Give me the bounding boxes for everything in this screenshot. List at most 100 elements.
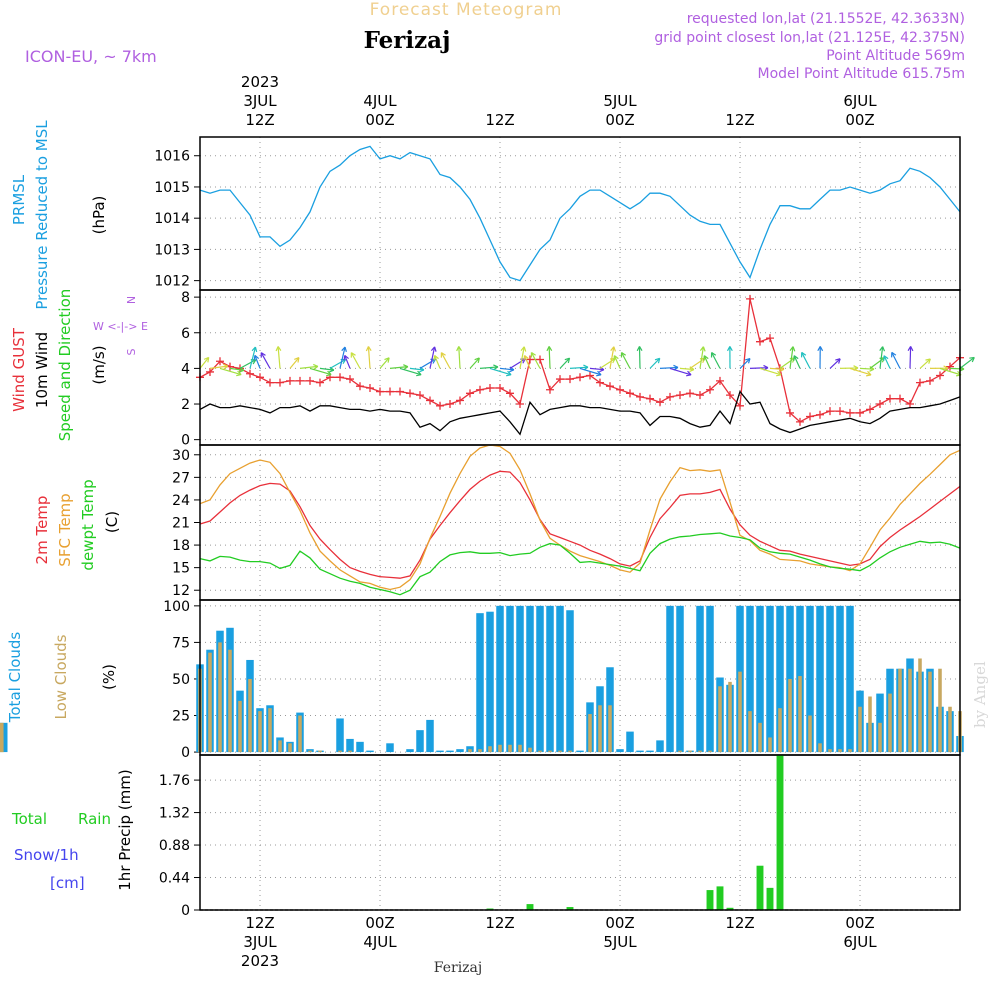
time-axis: 12Z3JUL202312Z3JUL202300Z4JUL00Z4JUL12Z1… — [241, 73, 877, 970]
y-tick-label: 1016 — [154, 149, 190, 165]
total-cloud-bar — [486, 611, 494, 753]
gust-marker — [396, 387, 404, 396]
total-cloud-bar — [696, 605, 704, 753]
gust-marker — [336, 373, 344, 382]
wind-arrow-head — [523, 355, 529, 361]
wind-arrow-head — [474, 357, 480, 363]
top-time-label: 12Z — [245, 111, 274, 129]
wind-arrow — [769, 367, 785, 370]
panel-wind: 0 2 4 6 8 — [181, 289, 975, 449]
total-cloud-bar — [306, 749, 314, 753]
y-tick-label: 0.88 — [159, 838, 190, 854]
wind-arrow-head — [789, 346, 796, 352]
gust-marker — [366, 383, 374, 392]
low-cloud-bar — [728, 681, 732, 753]
wind-arrow — [309, 367, 332, 376]
wind-arrow — [479, 366, 498, 369]
gust-marker — [426, 396, 434, 405]
low-cloud-label: Low Clouds — [52, 634, 70, 719]
low-cloud-bar — [508, 744, 512, 753]
gust-marker — [216, 357, 224, 366]
low-cloud-bar — [688, 750, 692, 753]
top-time-label: 12Z — [725, 111, 754, 129]
total-cloud-bar — [406, 749, 414, 753]
wind-arrow-head — [610, 346, 617, 352]
y-tick-label: 50 — [172, 672, 190, 688]
rain-bar — [766, 887, 774, 910]
wind-arrow — [289, 357, 300, 369]
total-cloud-bar — [546, 605, 554, 753]
bottom-time-label: 6JUL — [843, 933, 877, 951]
wind-arrow-head — [203, 356, 210, 363]
wind-arrow — [519, 346, 525, 369]
bottom-time-label: 2023 — [241, 952, 279, 970]
gust-marker — [936, 371, 944, 380]
wind-arrow-head — [835, 358, 841, 364]
bottom-time-label: 4JUL — [363, 933, 397, 951]
gust-marker — [816, 410, 824, 419]
total-cloud-bar — [366, 750, 374, 753]
gust-marker — [896, 394, 904, 403]
total-cloud-bar — [556, 605, 564, 753]
gust-marker — [576, 373, 584, 382]
total-cloud-bar — [526, 605, 534, 753]
gust-marker — [416, 391, 424, 400]
low-cloud-bar — [0, 722, 4, 753]
low-cloud-bar — [858, 706, 862, 753]
precip-legend-total: Total — [11, 810, 47, 828]
rain-bar — [716, 886, 724, 910]
low-cloud-bar — [828, 749, 832, 753]
wind-arrow — [548, 346, 551, 369]
top-time-label: 5JUL — [603, 92, 637, 110]
wind-arrow-head — [703, 355, 709, 361]
wind-arrow-head — [530, 352, 536, 358]
wind-arrow — [869, 357, 885, 369]
wind-arrow — [793, 355, 801, 369]
total-cloud-bar — [416, 730, 424, 753]
wind-arrow-head — [222, 363, 229, 370]
wind-arrow — [469, 357, 480, 369]
wind-arrow — [344, 355, 351, 369]
gust-marker — [726, 391, 734, 400]
wind-arrow — [919, 358, 931, 369]
gust-marker — [266, 378, 274, 387]
total-cloud-bar — [666, 605, 674, 753]
gust-marker — [866, 405, 874, 414]
total-cloud-bar — [476, 613, 484, 753]
wind-arrow — [679, 367, 695, 371]
gust-marker — [926, 376, 934, 385]
low-cloud-bar — [228, 649, 232, 753]
wind-arrow-head — [883, 355, 889, 361]
wind-arrow-head — [726, 346, 733, 352]
gust-marker — [386, 387, 394, 396]
total-cloud-bar — [496, 605, 504, 753]
gust-label: Wind GUST — [10, 327, 28, 412]
gust-marker — [946, 362, 954, 371]
wind-arrow — [199, 357, 210, 369]
y-tick-label: 1013 — [154, 242, 190, 258]
total-cloud-bar — [336, 718, 344, 753]
total-cloud-bar — [816, 605, 824, 753]
wind-arrow-head — [520, 346, 527, 352]
wind-arrow-head — [779, 366, 785, 372]
total-cloud-bar — [706, 605, 714, 753]
panel-precipitation: 0 0.44 0.88 1.32 1.76 — [159, 754, 961, 919]
wind-arrow — [789, 346, 794, 369]
gust-marker — [506, 389, 514, 398]
pressure-unit: (hPa) — [90, 196, 108, 235]
panel-frame — [199, 136, 961, 291]
low-cloud-bar — [678, 750, 682, 753]
total-cloud-bar — [536, 605, 544, 753]
wind-arrow-head — [969, 356, 975, 363]
wind-arrow — [350, 352, 361, 369]
low-cloud-bar — [568, 750, 572, 753]
compass-s: S — [125, 348, 138, 355]
y-tick-label: 1.76 — [159, 773, 190, 789]
wind-gust-line — [199, 298, 961, 423]
low-cloud-bar — [518, 744, 522, 753]
temp-label: 2m Temp — [33, 496, 51, 565]
wind-arrow-head — [546, 346, 553, 352]
low-cloud-bar — [488, 746, 492, 753]
top-time-label: 12Z — [485, 111, 514, 129]
